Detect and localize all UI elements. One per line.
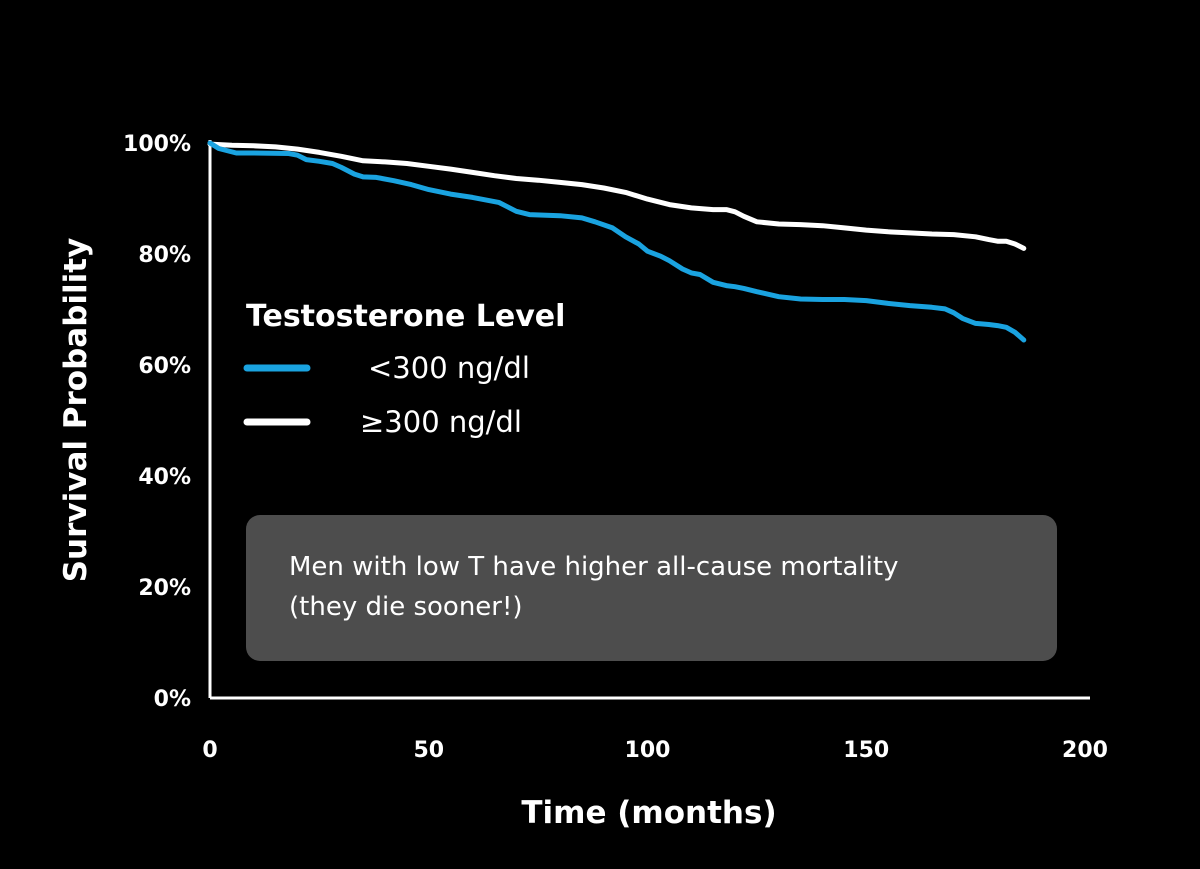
annotation-layer: Men with low T have higher all-cause mor… [246,515,1057,661]
y-tick-label: 40% [138,465,191,490]
y-tick-label: 60% [138,354,191,379]
series-lines [207,140,1027,343]
legend-label-normal: ≥300 ng/dl [360,405,522,439]
legend-label-low: <300 ng/dl [368,351,530,385]
series-line-low-t [207,140,1027,343]
series-line-normal-t [207,141,1027,251]
annotation-line-2: (they die sooner!) [289,592,523,622]
y-tick-label: 80% [138,243,191,268]
x-tick-labels: 0 50 100 150 200 [202,738,1108,763]
x-tick-label: 200 [1062,738,1108,763]
x-tick-label: 0 [202,738,217,763]
x-tick-label: 150 [843,738,889,763]
annotation-line-1: Men with low T have higher all-cause mor… [289,552,898,582]
annotation-box [246,515,1057,661]
y-axis-title: Survival Probability [58,238,94,583]
y-tick-labels: 0% 20% 40% 60% 80% 100% [123,132,191,712]
y-tick-label: 100% [123,132,191,157]
y-tick-label: 20% [138,576,191,601]
axes [208,140,1090,700]
legend-title: Testosterone Level [246,299,565,334]
x-tick-label: 100 [625,738,671,763]
y-tick-label: 0% [154,687,191,712]
x-tick-label: 50 [413,738,444,763]
legend: Testosterone Level <300 ng/dl ≥300 ng/dl [243,299,565,439]
x-axis-title: Time (months) [521,795,776,831]
